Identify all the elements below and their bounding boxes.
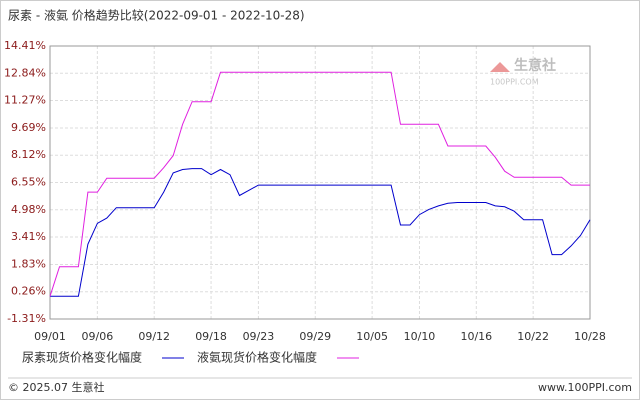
- x-tick-label: 10/05: [356, 330, 388, 343]
- series-line: [50, 168, 591, 297]
- y-tick-label: 4.98%: [11, 203, 46, 216]
- legend-label: 液氨现货价格变化幅度: [197, 350, 317, 365]
- x-tick-label: 09/23: [243, 330, 275, 343]
- x-tick-label: 09/12: [138, 330, 170, 343]
- y-tick-label: 11.27%: [4, 94, 46, 107]
- watermark-url: 100PPI.COM: [490, 78, 539, 87]
- x-tick-label: 09/29: [299, 330, 331, 343]
- watermark-name: 生意社: [514, 57, 556, 74]
- legend-label: 尿素现货价格变化幅度: [22, 350, 142, 365]
- x-tick-label: 10/22: [517, 330, 549, 343]
- footer-right: www.100PPI.com: [538, 381, 632, 394]
- y-tick-label: 6.55%: [11, 176, 46, 189]
- x-tick-label: 10/28: [574, 330, 606, 343]
- y-tick-label: 8.12%: [11, 148, 46, 161]
- x-tick-label: 10/16: [460, 330, 492, 343]
- y-tick-label: 14.41%: [4, 39, 46, 52]
- x-tick-label: 10/10: [404, 330, 436, 343]
- footer-left: © 2025.07 生意社: [8, 380, 104, 394]
- y-tick-label: 12.84%: [4, 66, 46, 79]
- watermark-icon: [490, 62, 510, 72]
- x-tick-label: 09/01: [34, 330, 66, 343]
- series-line: [49, 71, 590, 297]
- y-tick-label: 9.69%: [11, 121, 46, 134]
- y-tick-label: 3.41%: [11, 230, 46, 243]
- y-tick-label: -1.31%: [7, 312, 46, 325]
- x-tick-label: 09/06: [82, 330, 114, 343]
- x-tick-label: 09/18: [195, 330, 227, 343]
- chart-title: 尿素 - 液氨 价格趋势比较(2022-09-01 - 2022-10-28): [8, 8, 305, 23]
- y-tick-label: 1.83%: [11, 257, 46, 270]
- plot-border: [49, 45, 591, 320]
- watermark: 生意社 100PPI.COM: [490, 57, 556, 87]
- y-tick-label: 0.26%: [11, 285, 46, 298]
